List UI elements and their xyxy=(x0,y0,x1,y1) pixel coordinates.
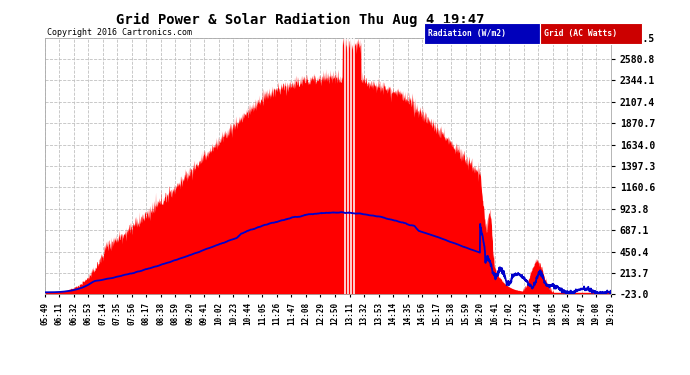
Text: Grid Power & Solar Radiation Thu Aug 4 19:47: Grid Power & Solar Radiation Thu Aug 4 1… xyxy=(116,13,484,27)
Text: Copyright 2016 Cartronics.com: Copyright 2016 Cartronics.com xyxy=(47,28,192,37)
Text: Grid (AC Watts): Grid (AC Watts) xyxy=(544,29,617,38)
Text: Radiation (W/m2): Radiation (W/m2) xyxy=(428,29,506,38)
